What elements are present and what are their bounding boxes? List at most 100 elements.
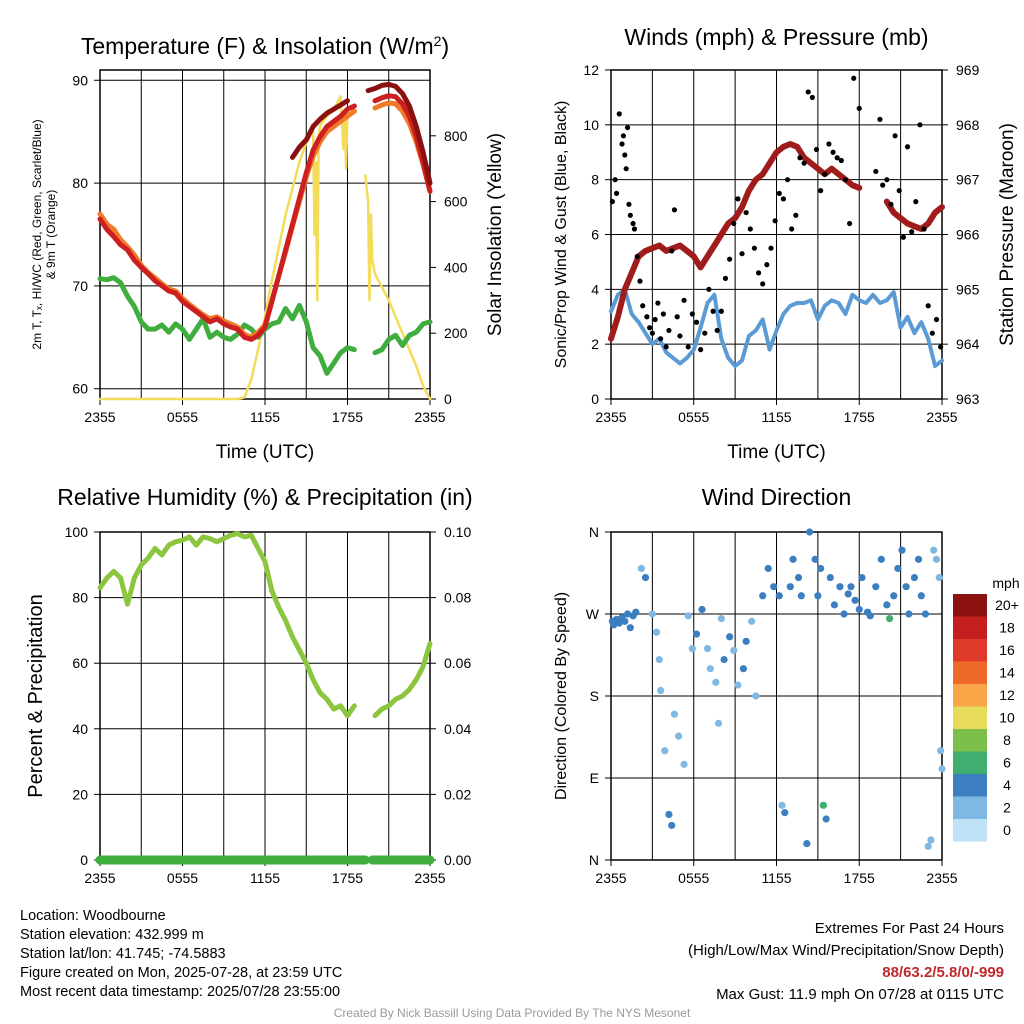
- temp-chart-xtick-label: 2355: [414, 409, 445, 425]
- wdir-chart-direction-point: [626, 624, 634, 632]
- wdir-chart-direction-point: [890, 592, 898, 600]
- colorbar-swatch: [953, 774, 987, 797]
- wind-chart-y2tick-label: 965: [956, 281, 980, 297]
- wind-chart-gust-point: [751, 245, 758, 251]
- temp-chart-xtick-label: 1155: [250, 409, 280, 425]
- rh-chart-ytick-label: 40: [72, 721, 88, 737]
- wdir-chart-direction-point: [866, 612, 874, 620]
- wind-chart-gust-point: [623, 166, 629, 172]
- colorbar-swatch: [953, 661, 987, 684]
- wind-chart-gust-point: [727, 256, 733, 262]
- wind-chart-ytick-label: 6: [591, 227, 599, 243]
- temp-chart-title: Temperature (F) & Insolation (W/m2): [81, 33, 449, 59]
- wind-chart-gust-point: [652, 316, 658, 323]
- wind-chart-ytick-label: 4: [591, 281, 599, 297]
- wind-chart-y2tick-label: 963: [956, 391, 980, 407]
- wind-chart-gust-point: [830, 149, 836, 155]
- wdir-chart-direction-point: [712, 678, 720, 686]
- wind-chart-xtick-label: 1155: [761, 409, 791, 425]
- wdir-chart-direction-point: [752, 692, 760, 700]
- wind-chart-gust-point: [834, 155, 840, 161]
- wind-chart-gust-point: [822, 171, 828, 177]
- wind-chart-gust-point: [658, 336, 664, 342]
- colorbar-label: 10: [999, 710, 1015, 726]
- rh-chart-xtick-label: 1155: [250, 870, 280, 886]
- wind-chart-gust-point: [647, 325, 653, 331]
- wdir-chart-direction-point: [742, 637, 750, 645]
- wdir-chart-xtick-label: 1755: [844, 870, 875, 886]
- wind-chart-gust-point: [764, 262, 770, 268]
- colorbar-label: 14: [999, 665, 1015, 681]
- wind-chart-gust-point: [880, 182, 886, 188]
- rh-chart-y2tick-label: 0.02: [444, 786, 471, 802]
- wdir-chart-direction-point: [826, 573, 834, 582]
- wind-chart-gust-point: [624, 124, 631, 131]
- extremes-subheading: (High/Low/Max Wind/Precipitation/Snow De…: [688, 942, 1004, 959]
- wind-chart-gust-point: [649, 330, 655, 336]
- wind-chart-gust-point: [634, 253, 640, 260]
- wind-chart-ytick-label: 12: [583, 62, 599, 78]
- temp-chart-y2tick-label: 600: [444, 194, 468, 210]
- wdir-chart-direction-point: [734, 681, 742, 689]
- max-gust: Max Gust: 11.9 mph On 07/28 at 0115 UTC: [716, 986, 1004, 1003]
- wdir-chart-direction-point: [937, 747, 945, 755]
- wind-chart-gust-point: [913, 199, 919, 205]
- colorbar-swatch: [953, 796, 987, 819]
- wdir-chart-direction-point: [764, 564, 772, 573]
- wind-chart-series-wind_speed: [609, 287, 944, 369]
- wind-chart-gust-point: [892, 133, 898, 139]
- wind-chart-gust-point: [663, 344, 669, 350]
- wdir-chart-direction-point: [797, 592, 805, 600]
- wind-chart-y2tick-label: 964: [956, 336, 980, 352]
- wind-chart-gust-point: [917, 122, 923, 128]
- temp-chart-series-temp_2m: [97, 93, 433, 342]
- wdir-chart-title: Wind Direction: [702, 484, 852, 510]
- wind-chart-gust-point: [685, 344, 691, 350]
- wdir-chart-direction-point: [917, 592, 925, 600]
- wdir-chart-direction-point: [872, 583, 880, 591]
- wdir-chart-direction-point: [817, 564, 825, 573]
- station-latlon: Station lat/lon: 41.745; -74.5883: [20, 946, 226, 962]
- temp-chart-xtick-label: 0555: [167, 409, 198, 425]
- wind-chart-gust-point: [616, 111, 622, 117]
- wind-chart-gust-point: [776, 190, 782, 196]
- wdir-chart-direction-point: [806, 528, 814, 536]
- wdir-chart-direction-point: [739, 665, 748, 673]
- wind-chart-ytick-label: 8: [591, 172, 599, 188]
- wind-chart-gust-point: [644, 314, 650, 320]
- wdir-chart-direction-point: [665, 810, 673, 819]
- wind-chart-gust-point: [609, 199, 615, 205]
- colorbar-title: mph: [992, 575, 1019, 591]
- wdir-chart-direction-point: [877, 555, 885, 563]
- extremes-heading: Extremes For Past 24 Hours: [814, 920, 1004, 937]
- wdir-chart-xtick-label: 1155: [761, 870, 791, 886]
- wdir-chart-direction-point: [910, 573, 919, 582]
- wdir-chart-direction-point: [775, 592, 783, 600]
- wdir-chart-xtick-label: 2355: [595, 870, 626, 886]
- wind-chart-gust-point: [772, 218, 778, 224]
- temp-chart-title-end: ): [441, 33, 449, 59]
- wdir-chart-direction-point: [819, 801, 827, 809]
- rh-chart-ytick-label: 80: [72, 590, 88, 606]
- wind-chart-gust-point: [801, 160, 807, 166]
- wind-chart-xtick-label: 2355: [595, 409, 626, 425]
- wind-chart-gust-point: [813, 146, 820, 153]
- wdir-chart-direction-point: [648, 610, 656, 618]
- wdir-chart-direction-point: [652, 628, 661, 636]
- rh-chart-y2tick-label: 0.06: [444, 655, 471, 671]
- wind-chart-gust-point: [620, 133, 627, 139]
- wind-chart-gust-point: [637, 278, 643, 284]
- colorbar-label: 4: [1003, 777, 1011, 793]
- wdir-chart-direction-point: [680, 760, 688, 768]
- wind-chart-y2tick-label: 969: [956, 62, 980, 78]
- wind-chart-xtick-label: 1755: [844, 409, 875, 425]
- wdir-chart-direction-point: [778, 801, 786, 809]
- wdir-chart-direction-point: [898, 546, 906, 554]
- colorbar-label: 2: [1003, 800, 1011, 816]
- extremes-values: 88/63.2/5.8/0/-999: [882, 964, 1004, 981]
- wdir-chart-direction-point: [814, 592, 822, 600]
- rh-chart-y2tick-label: 0.04: [444, 721, 471, 737]
- wind-chart-gust-point: [702, 330, 708, 336]
- wind-chart-title: Winds (mph) & Pressure (mb): [624, 24, 928, 50]
- wind-chart-gust-point: [640, 303, 646, 309]
